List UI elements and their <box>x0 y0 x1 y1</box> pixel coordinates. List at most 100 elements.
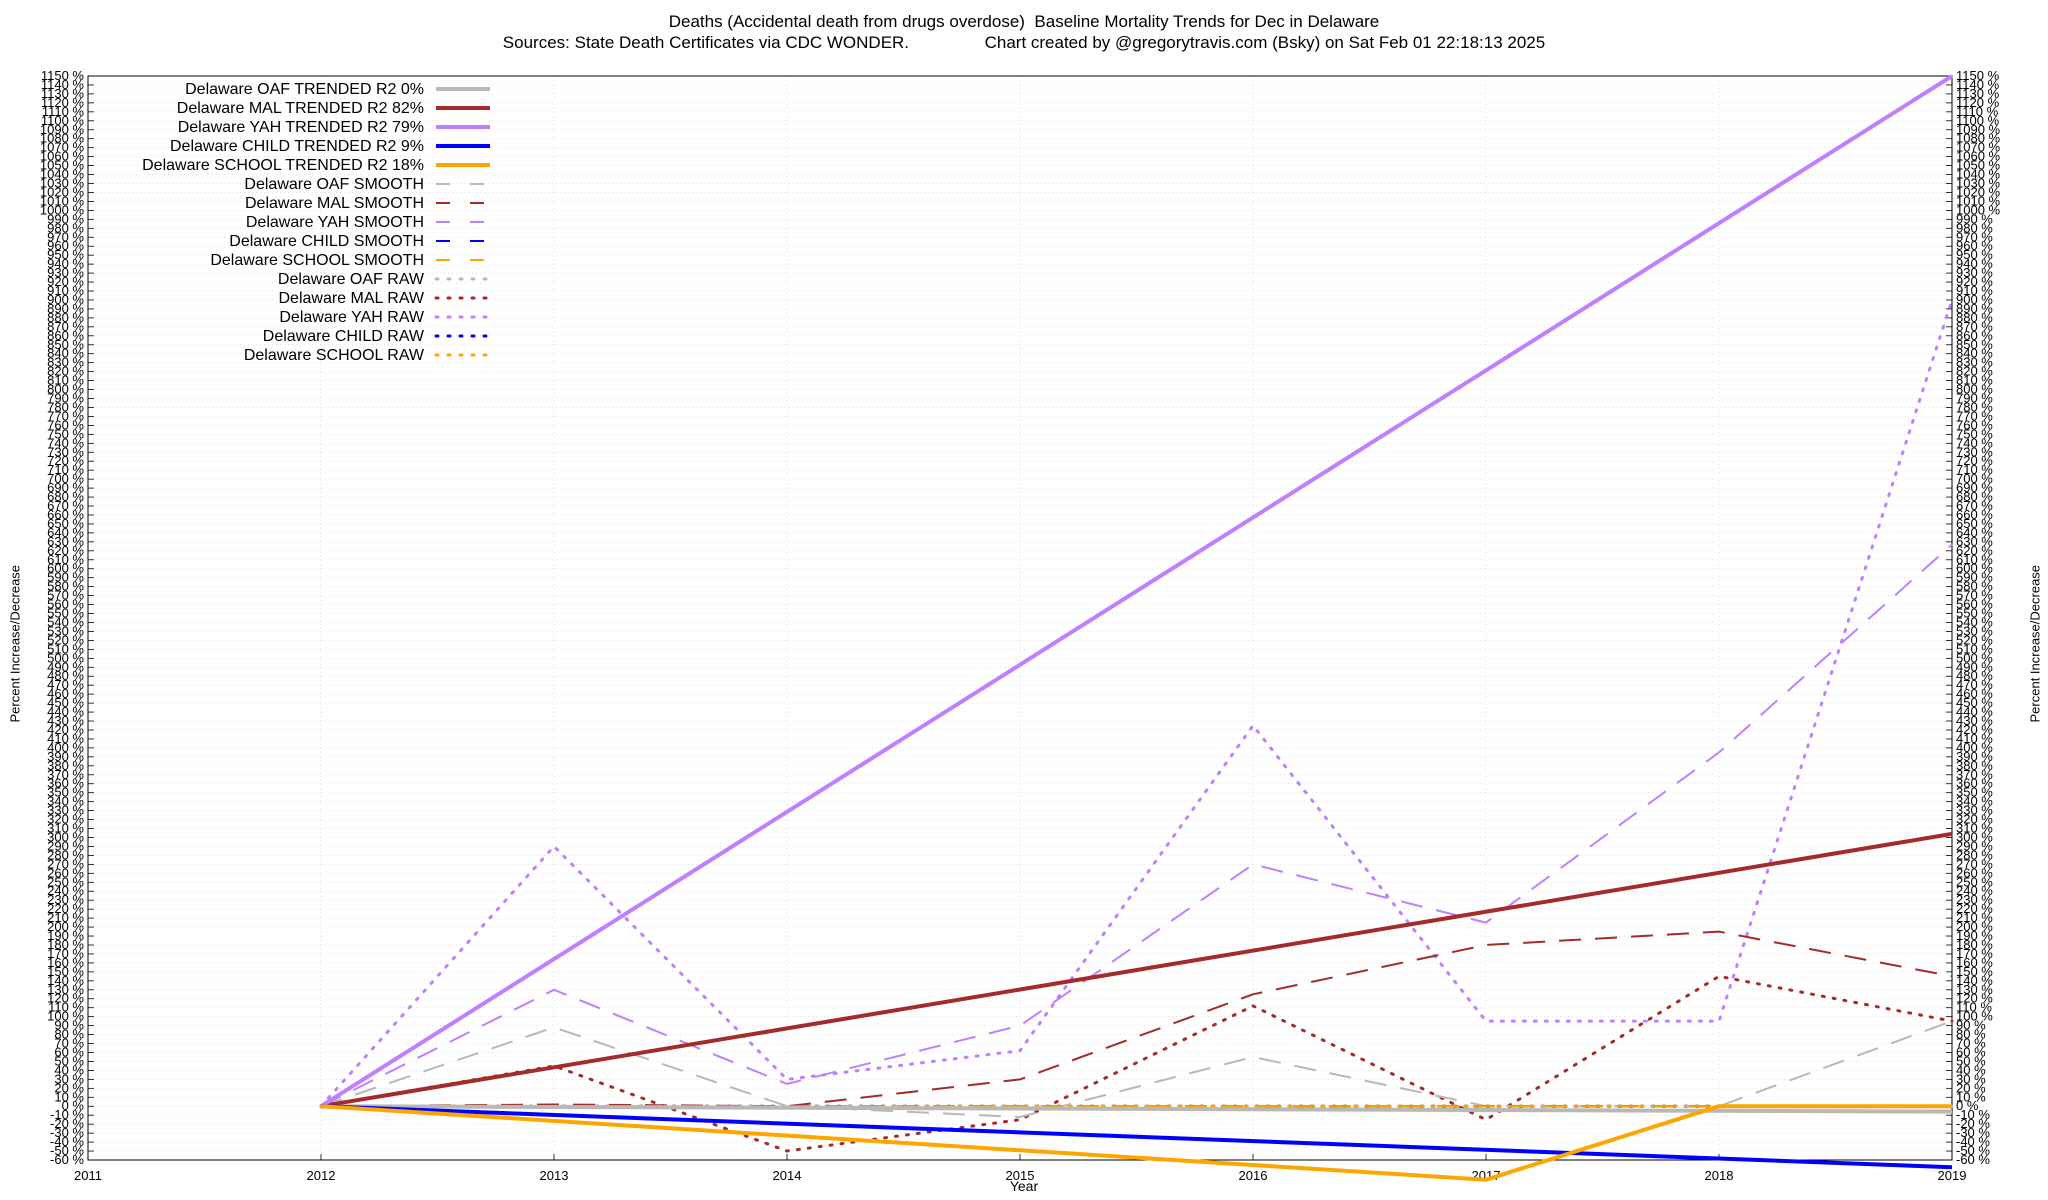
y-tick-label: 710 % <box>47 462 84 477</box>
y-tick-label: 740 % <box>1956 435 1993 450</box>
legend-label: Delaware CHILD RAW <box>263 328 425 345</box>
y-tick-label: 120 % <box>1956 991 1993 1006</box>
y-tick-label: 300 % <box>1956 829 1993 844</box>
y-tick-label: -20 % <box>1956 1116 1990 1131</box>
y-tick-label: 50 % <box>54 1053 84 1068</box>
y-tick-label: 150 % <box>1956 964 1993 979</box>
x-tick-label: 2014 <box>773 1168 802 1183</box>
y-tick-label: 70 % <box>54 1036 84 1051</box>
y-tick-label: 140 % <box>47 973 84 988</box>
y-tick-label: 850 % <box>47 337 84 352</box>
y-tick-label: 220 % <box>47 901 84 916</box>
y-tick-label: 720 % <box>1956 453 1993 468</box>
y-tick-label: 640 % <box>47 525 84 540</box>
y-tick-label: 130 % <box>1956 982 1993 997</box>
y-tick-label: 560 % <box>47 597 84 612</box>
y-tick-label: 410 % <box>1956 731 1993 746</box>
y-tick-label: 330 % <box>47 803 84 818</box>
y-tick-label: 270 % <box>47 856 84 871</box>
y-tick-label: 530 % <box>1956 623 1993 638</box>
y-tick-label: 550 % <box>47 606 84 621</box>
y-tick-label: 460 % <box>1956 686 1993 701</box>
y-tick-label: 600 % <box>1956 561 1993 576</box>
legend: Delaware OAF TRENDED R2 0% Delaware MAL T… <box>142 81 492 364</box>
legend-label: Delaware OAF SMOOTH <box>244 176 424 193</box>
y-tick-label: 380 % <box>47 758 84 773</box>
y-tick-label: 840 % <box>47 346 84 361</box>
y-tick-label: 200 % <box>47 919 84 934</box>
y-tick-label: 50 % <box>1956 1053 1986 1068</box>
y-tick-label: 950 % <box>1956 247 1993 262</box>
x-tick-label: 2012 <box>307 1168 336 1183</box>
y-tick-label: 800 % <box>47 382 84 397</box>
y-tick-label: 40 % <box>54 1062 84 1077</box>
y-tick-label: 160 % <box>1956 955 1993 970</box>
y-tick-label: 1110 % <box>1956 104 1999 119</box>
y-tick-label: 780 % <box>47 399 84 414</box>
y-tick-label: 1070 % <box>40 140 85 155</box>
legend-label: Delaware CHILD TRENDED R2 9% <box>170 138 424 155</box>
y-tick-label: 690 % <box>47 480 84 495</box>
legend-label: Delaware OAF TRENDED R2 0% <box>185 81 424 98</box>
y-tick-label: 780 % <box>1956 399 1993 414</box>
y-tick-label: 550 % <box>1956 606 1993 621</box>
y-tick-label: 10 % <box>1956 1089 1986 1104</box>
y-tick-label: 1030 % <box>40 176 85 191</box>
y-tick-label: 570 % <box>47 588 84 603</box>
y-tick-label: 570 % <box>1956 588 1993 603</box>
y-tick-label: 90 % <box>1956 1018 1986 1033</box>
y-tick-label: 1110 % <box>42 104 85 119</box>
x-tick-label: 2015 <box>1006 1168 1035 1183</box>
y-tick-label: 490 % <box>1956 659 1993 674</box>
y-tick-label: 1030 % <box>1956 176 2001 191</box>
y-tick-label: -60 % <box>1956 1152 1990 1167</box>
y-tick-label: 990 % <box>47 211 84 226</box>
x-tick-label: 2019 <box>1938 1168 1967 1183</box>
y-tick-label: 0 % <box>62 1098 85 1113</box>
y-tick-label: 20 % <box>1956 1080 1986 1095</box>
y-tick-label: 770 % <box>47 408 84 423</box>
y-tick-label: 820 % <box>47 364 84 379</box>
y-tick-label: 160 % <box>47 955 84 970</box>
y-tick-label: 1120 % <box>41 95 85 110</box>
series-line <box>320 543 1953 1108</box>
legend-label: Delaware YAH RAW <box>279 309 425 326</box>
x-tick-label: 2013 <box>540 1168 569 1183</box>
y-tick-label: 470 % <box>1956 677 1993 692</box>
y-tick-label: 1070 % <box>1956 140 2001 155</box>
y-tick-label: 810 % <box>47 373 84 388</box>
y-tick-label: 110 % <box>1956 1000 1992 1015</box>
y-tick-label: -40 % <box>1956 1134 1990 1149</box>
y-tick-label: 310 % <box>47 821 84 836</box>
y-tick-label: 680 % <box>47 489 84 504</box>
y-tick-label: 860 % <box>47 328 84 343</box>
y-tick-label: 140 % <box>1956 973 1993 988</box>
y-tick-label: 900 % <box>47 292 84 307</box>
y-tick-label: 890 % <box>1956 301 1993 316</box>
y-tick-label: 500 % <box>1956 650 1993 665</box>
y-tick-label: 840 % <box>1956 346 1993 361</box>
y-tick-label: 650 % <box>1956 516 1993 531</box>
y-tick-label: 40 % <box>1956 1062 1986 1077</box>
y-tick-label: 820 % <box>1956 364 1993 379</box>
y-tick-label: 280 % <box>47 847 84 862</box>
y-tick-label: 760 % <box>47 417 84 432</box>
y-tick-label: 700 % <box>47 471 84 486</box>
y-tick-label: 1000 % <box>1956 202 2001 217</box>
y-tick-label: 1060 % <box>40 149 85 164</box>
y-tick-label: 1010 % <box>40 193 85 208</box>
y-tick-label: 350 % <box>47 785 84 800</box>
y-tick-label: 400 % <box>47 740 84 755</box>
y-tick-label: 330 % <box>1956 803 1993 818</box>
y-tick-label: 1090 % <box>40 122 85 137</box>
y-tick-label: 480 % <box>1956 668 1993 683</box>
y-tick-label: 1130 % <box>41 86 85 101</box>
y-tick-label: 910 % <box>47 283 84 298</box>
y-tick-label: 980 % <box>47 220 84 235</box>
y-tick-label: 450 % <box>1956 695 1993 710</box>
y-tick-label: 130 % <box>47 982 84 997</box>
y-tick-label: 100 % <box>1956 1009 1993 1024</box>
y-tick-label: 630 % <box>1956 534 1993 549</box>
x-axis-label: Year <box>1009 1178 1039 1194</box>
